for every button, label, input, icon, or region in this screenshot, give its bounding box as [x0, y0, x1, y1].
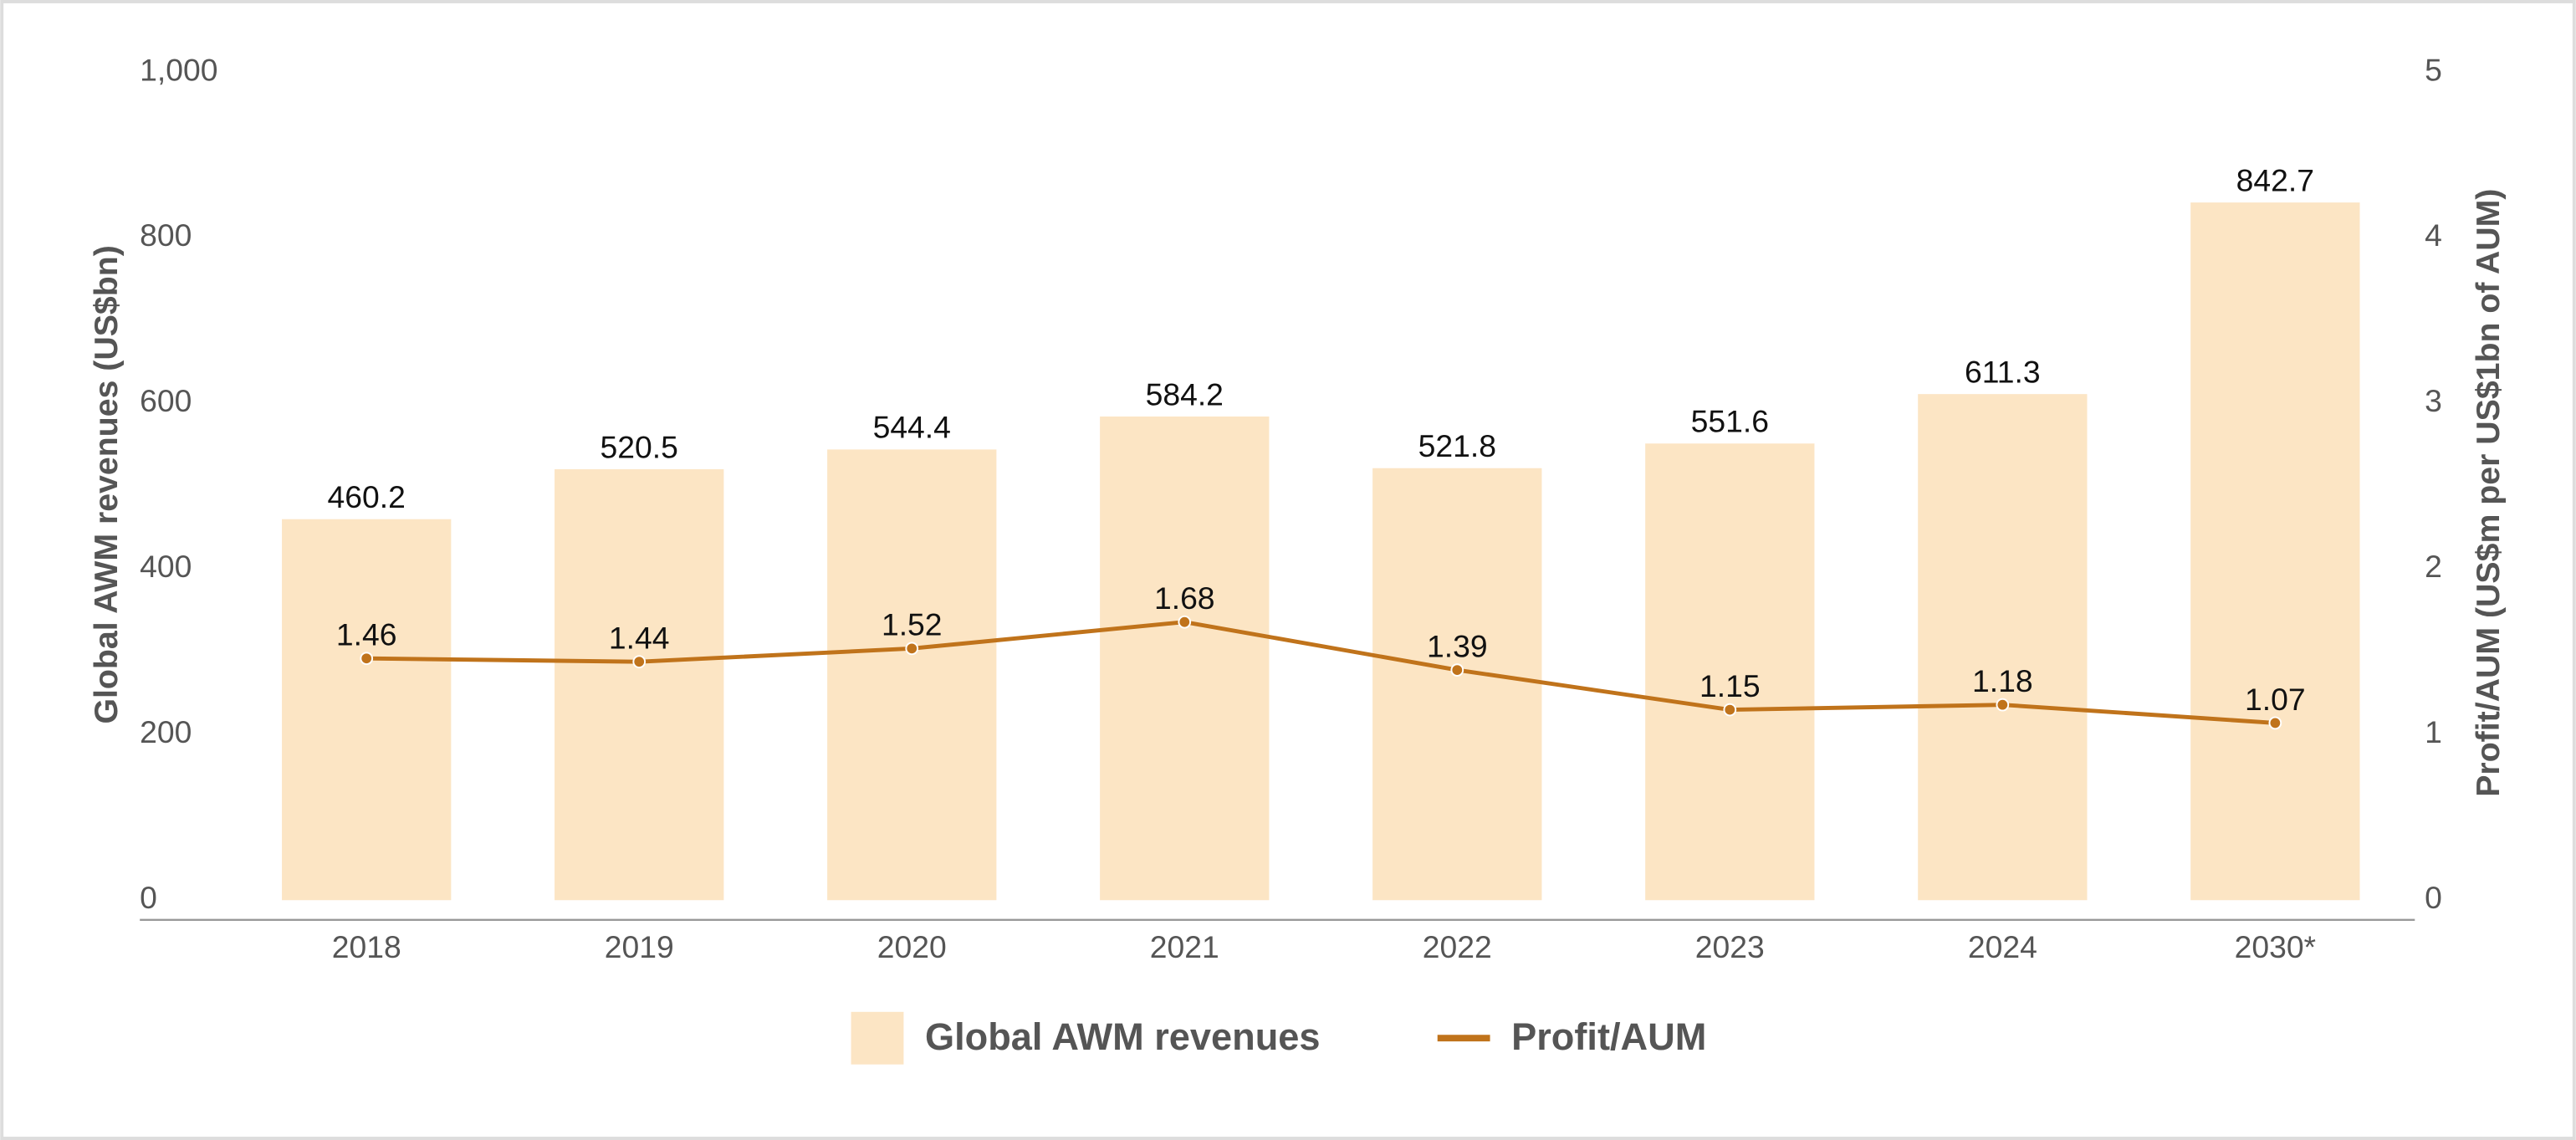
legend-label: Global AWM revenues: [925, 1015, 1321, 1058]
line-point: [1450, 663, 1464, 677]
value-label: 1.44: [609, 621, 670, 656]
bar: [1918, 394, 2088, 901]
y2-tick-label: 4: [2425, 217, 2442, 253]
bar: [282, 519, 452, 901]
line-point: [632, 655, 647, 669]
legend-label: Profit/AUM: [1511, 1015, 1706, 1058]
y-tick-label: 400: [140, 549, 192, 584]
y2-tick-label: 2: [2425, 549, 2442, 584]
bar: [1645, 443, 1815, 901]
value-label: 521.8: [1418, 428, 1496, 463]
value-label: 1.18: [1972, 663, 2033, 698]
y-tick-label: 200: [140, 714, 192, 749]
value-label: 1.46: [336, 617, 397, 652]
x-tick-label: 2022: [1423, 929, 1492, 964]
x-tick-label: 2018: [332, 929, 401, 964]
y2-axis-title: Profit/AUM (US$m per US$1bn of AUM): [2470, 189, 2507, 797]
line-point: [2268, 716, 2282, 730]
line-point: [1996, 698, 2010, 712]
y-tick-label: 1,000: [140, 52, 217, 87]
x-tick-label: 2019: [605, 929, 674, 964]
line-point: [905, 642, 919, 656]
x-tick-label: 2024: [1968, 929, 2037, 964]
y-tick-label: 800: [140, 217, 192, 253]
bar: [555, 469, 724, 901]
x-tick-label: 2020: [877, 929, 947, 964]
x-tick-label: 2030*: [2235, 929, 2317, 964]
bar: [2190, 202, 2360, 901]
line-point: [1178, 615, 1192, 629]
value-label: 544.4: [873, 410, 951, 445]
value-label: 1.07: [2245, 682, 2306, 717]
line-point: [360, 652, 374, 666]
y2-tick-label: 1: [2425, 714, 2442, 749]
y2-tick-label: 3: [2425, 383, 2442, 418]
value-label: 520.5: [601, 429, 678, 464]
value-label: 460.2: [328, 479, 406, 514]
y2-tick-label: 0: [2425, 880, 2442, 915]
y-tick-label: 600: [140, 383, 192, 418]
line: [366, 620, 2276, 725]
value-label: 611.3: [1965, 354, 2041, 389]
y-axis-title: Global AWM revenues (US$bn): [88, 245, 125, 723]
x-tick-label: 2023: [1695, 929, 1765, 964]
value-label: 1.68: [1154, 580, 1215, 616]
value-label: 842.7: [2236, 162, 2314, 197]
bar: [827, 449, 997, 901]
legend-swatch: [851, 1011, 904, 1065]
value-label: 551.6: [1691, 404, 1769, 439]
y2-tick-label: 5: [2425, 52, 2442, 87]
value-label: 1.52: [882, 607, 943, 642]
bar: [1100, 416, 1270, 901]
value-label: 1.15: [1699, 668, 1761, 703]
line-point: [1723, 703, 1737, 717]
y-tick-label: 0: [140, 880, 157, 915]
bar: [1372, 468, 1542, 901]
x-tick-label: 2021: [1150, 929, 1219, 964]
value-label: 1.39: [1427, 628, 1488, 663]
value-label: 584.2: [1146, 376, 1224, 412]
